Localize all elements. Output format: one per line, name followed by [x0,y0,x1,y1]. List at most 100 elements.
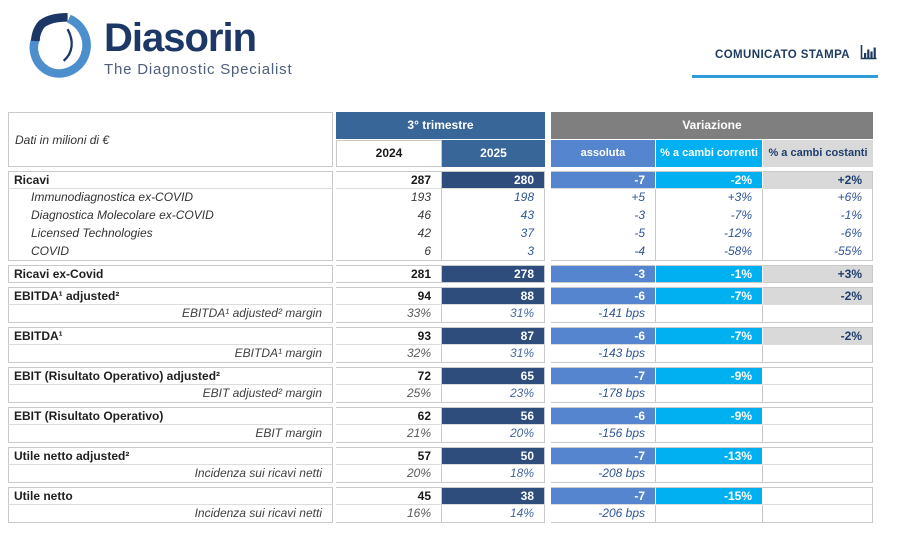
variation-constant-fx [763,407,873,425]
table-group-utile-netto: Utile netto 45 38 -7 -15% Incidenza sui … [8,487,880,523]
value-2025: 38 [442,487,545,505]
variation-current-fx: -58% [656,243,763,261]
variation-current-fx: -7% [656,327,763,345]
row-label: EBITDA¹ margin [8,345,333,363]
value-2024: 16% [336,505,442,523]
row-label: Ricavi [8,171,333,189]
value-2024: 20% [336,465,442,483]
value-2024: 42 [336,225,442,243]
value-2024: 33% [336,305,442,323]
unit-note: Dati in milioni di € [8,112,333,167]
variation-constant-fx: -2% [763,287,873,305]
value-2024: 72 [336,367,442,385]
variation-absolute: -5 [551,225,656,243]
table-row: EBITDA¹ adjusted² 94 88 -6 -7% -2% [8,287,880,305]
table-row: Incidenza sui ricavi netti 16% 14% -206 … [8,505,880,523]
variation-current-fx: -1% [656,265,763,283]
table-group-ebitda-adjusted: EBITDA¹ adjusted² 94 88 -6 -7% -2% EBITD… [8,287,880,323]
row-label: COVID [8,243,333,261]
value-2024: 193 [336,189,442,207]
variation-current-fx: -9% [656,367,763,385]
row-label: Immunodiagnostica ex-COVID [8,189,333,207]
variation-constant-fx [763,367,873,385]
variation-absolute: -7 [551,487,656,505]
variation-constant-fx [763,425,873,443]
value-2025: 23% [442,385,545,403]
variation-current-fx [656,465,763,483]
value-2025: 3 [442,243,545,261]
variation-current-fx [656,425,763,443]
variation-absolute: -7 [551,367,656,385]
row-label: EBITDA¹ adjusted² margin [8,305,333,323]
value-2025: 31% [442,345,545,363]
row-label: Utile netto [8,487,333,505]
variation-absolute: -206 bps [551,505,656,523]
variation-absolute: -7 [551,171,656,189]
variation-constant-fx: -6% [763,225,873,243]
table-row: Immunodiagnostica ex-COVID 193 198 +5 +3… [8,189,880,207]
variation-constant-fx [763,487,873,505]
row-label: EBIT margin [8,425,333,443]
value-2024: 46 [336,207,442,225]
variation-absolute: -4 [551,243,656,261]
variation-current-fx: -12% [656,225,763,243]
value-2024: 25% [336,385,442,403]
variation-absolute: -3 [551,265,656,283]
press-release-tab[interactable]: COMUNICATO STAMPA [692,44,878,78]
variation-absolute: -6 [551,407,656,425]
press-release-label[interactable]: COMUNICATO STAMPA [715,49,850,61]
table-row: Ricavi 287 280 -7 -2% +2% [8,171,880,189]
table-row: EBIT margin 21% 20% -156 bps [8,425,880,443]
row-label: Incidenza sui ricavi netti [8,505,333,523]
variation-absolute: -6 [551,287,656,305]
table-group-utile-netto-adjusted: Utile netto adjusted² 57 50 -7 -13% Inci… [8,447,880,483]
table-row: EBITDA¹ margin 32% 31% -143 bps [8,345,880,363]
variation-current-fx [656,385,763,403]
value-2025: 14% [442,505,545,523]
value-2025: 56 [442,407,545,425]
variation-constant-fx: -2% [763,327,873,345]
value-2025: 37 [442,225,545,243]
row-label: Incidenza sui ricavi netti [8,465,333,483]
value-2025: 50 [442,447,545,465]
variation-current-fx: -2% [656,171,763,189]
variation-constant-fx: +2% [763,171,873,189]
variation-constant-fx [763,505,873,523]
table-group-ricavi-ex-covid: Ricavi ex-Covid 281 278 -3 -1% +3% [8,265,880,283]
press-release-underline [692,75,878,78]
table-header: Dati in milioni di € 3° trimestre 2024 2… [8,112,880,167]
col-header-absolute: assoluta [551,140,656,167]
brand-tagline: The Diagnostic Specialist [104,60,293,78]
variation-absolute: -141 bps [551,305,656,323]
value-2025: 280 [442,171,545,189]
variation-constant-fx [763,465,873,483]
variation-absolute: +5 [551,189,656,207]
table-row: EBIT adjusted² margin 25% 23% -178 bps [8,385,880,403]
variation-absolute: -178 bps [551,385,656,403]
value-2024: 21% [336,425,442,443]
variation-constant-fx [763,345,873,363]
value-2025: 31% [442,305,545,323]
variation-absolute: -156 bps [551,425,656,443]
variation-current-fx [656,345,763,363]
droplet-icon [28,8,94,87]
financial-table: Dati in milioni di € 3° trimestre 2024 2… [8,112,880,527]
col-header-current-fx: % a cambi correnti [656,140,763,167]
value-2024: 281 [336,265,442,283]
variation-absolute: -208 bps [551,465,656,483]
variation-absolute: -7 [551,447,656,465]
brand-logo: Diasorin The Diagnostic Specialist [28,8,292,87]
variation-constant-fx [763,447,873,465]
row-label: EBIT (Risultato Operativo) adjusted² [8,367,333,385]
row-label: Ricavi ex-Covid [8,265,333,283]
row-label: EBITDA¹ [8,327,333,345]
variation-current-fx [656,505,763,523]
table-group-ebit-adjusted: EBIT (Risultato Operativo) adjusted² 72 … [8,367,880,403]
variation-constant-fx [763,385,873,403]
value-2025: 18% [442,465,545,483]
value-2024: 57 [336,447,442,465]
brand-text: Diasorin The Diagnostic Specialist [104,18,292,78]
value-2024: 45 [336,487,442,505]
value-2025: 278 [442,265,545,283]
